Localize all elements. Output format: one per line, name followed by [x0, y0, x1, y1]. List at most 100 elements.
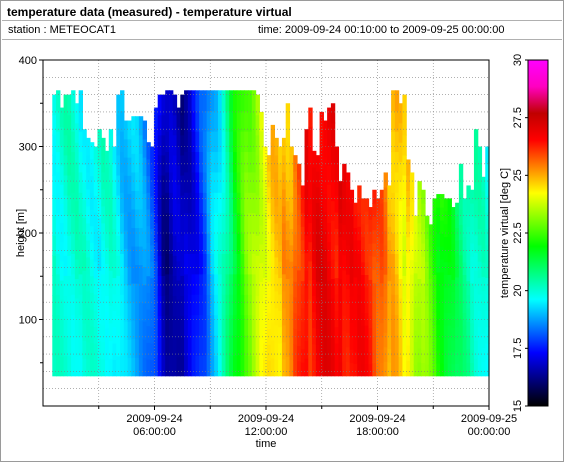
heatmap-cell	[236, 253, 242, 275]
heatmap-cell	[229, 90, 234, 112]
heatmap-cell	[470, 335, 475, 350]
heatmap-cell	[236, 110, 242, 132]
heatmap-cell	[184, 171, 189, 193]
heatmap-cell	[323, 302, 328, 322]
heatmap-cell	[300, 266, 306, 282]
heatmap-cell	[142, 302, 148, 322]
heatmap-cell	[116, 174, 121, 196]
heatmap-cell	[105, 182, 110, 200]
heatmap-cell	[432, 249, 437, 263]
heatmap-cell	[432, 312, 437, 326]
heatmap-cell	[297, 345, 302, 362]
heatmap-cell	[477, 277, 483, 295]
heatmap-cell	[153, 203, 159, 224]
heatmap-cell	[409, 361, 415, 377]
heatmap-cell	[368, 207, 373, 220]
heatmap-cell	[93, 277, 99, 295]
heatmap-cell	[300, 226, 306, 241]
heatmap-cell	[63, 215, 68, 236]
heatmap-cell	[86, 222, 91, 241]
heatmap-cell	[248, 171, 253, 193]
heatmap-cell	[233, 233, 238, 254]
heatmap-cell	[417, 306, 422, 321]
heatmap-cell	[105, 199, 110, 216]
heatmap-cell	[413, 364, 419, 377]
heatmap-cell	[443, 312, 449, 326]
heatmap-cell	[206, 273, 212, 295]
heatmap-cell	[278, 277, 283, 295]
heatmap-cell	[233, 355, 238, 377]
heatmap-cell	[293, 186, 298, 204]
heatmap-cell	[383, 186, 388, 203]
heatmap-cell	[161, 275, 166, 296]
heatmap-cell	[304, 217, 309, 236]
heatmap-cell	[263, 244, 268, 262]
heatmap-cell	[406, 313, 411, 330]
heatmap-cell	[376, 211, 381, 225]
heatmap-cell	[349, 335, 355, 350]
heatmap-cell	[470, 203, 475, 217]
heatmap-cell	[421, 216, 426, 231]
heatmap-cell	[176, 203, 181, 224]
heatmap-cell	[466, 253, 471, 268]
heatmap-cell	[293, 155, 298, 172]
heatmap-cell	[214, 253, 219, 275]
heatmap-cell	[131, 208, 136, 229]
heatmap-cell	[233, 131, 238, 153]
heatmap-cell	[56, 233, 61, 254]
heatmap-cell	[477, 244, 483, 262]
heatmap-cell	[455, 351, 460, 364]
heatmap-cell	[327, 126, 332, 147]
heatmap-cell	[481, 318, 486, 334]
heatmap-cell	[199, 110, 204, 132]
heatmap-cell	[481, 190, 486, 206]
heatmap-cell	[89, 275, 95, 293]
heatmap-cell	[165, 273, 170, 295]
heatmap-cell	[112, 195, 117, 213]
heatmap-cell	[312, 247, 317, 264]
heatmap-cell	[447, 223, 452, 237]
heatmap-cell	[120, 171, 125, 193]
heatmap-cell	[323, 229, 328, 249]
heatmap-cell	[259, 356, 264, 377]
heatmap-cell	[327, 260, 332, 281]
y-tick-label: 400	[19, 55, 37, 67]
heatmap-cell	[225, 273, 230, 295]
heatmap-cell	[308, 356, 313, 377]
heatmap-cell	[391, 212, 396, 234]
heatmap-cell	[89, 175, 95, 193]
heatmap-cell	[82, 322, 87, 342]
heatmap-cell	[127, 357, 132, 377]
heatmap-cell	[361, 261, 366, 275]
heatmap-cell	[244, 212, 249, 234]
heatmap-cell	[191, 233, 196, 254]
heatmap-cell	[206, 253, 212, 275]
heatmap-cell	[353, 252, 358, 266]
heatmap-cell	[376, 223, 381, 237]
heatmap-cell	[112, 146, 117, 164]
colorbar	[527, 59, 549, 407]
heatmap-cell	[270, 178, 276, 198]
heatmap-cell	[184, 253, 189, 275]
heatmap-cell	[172, 134, 178, 156]
heatmap-cell	[432, 325, 437, 339]
heatmap-cell	[342, 178, 347, 195]
heatmap-cell	[105, 150, 110, 168]
heatmap-cell	[327, 203, 332, 224]
heatmap-cell	[240, 253, 245, 275]
heatmap-cell	[300, 321, 306, 336]
heatmap-cell	[409, 201, 415, 217]
heatmap-cell	[225, 334, 230, 356]
heatmap-cell	[281, 154, 287, 173]
heatmap-cell	[481, 333, 486, 348]
heatmap-cell	[89, 292, 95, 310]
heatmap-cell	[338, 347, 343, 363]
heatmap-cell	[210, 110, 215, 132]
heatmap-cell	[447, 350, 452, 364]
heatmap-cell	[89, 208, 95, 227]
heatmap-cell	[293, 249, 298, 267]
colorbar-tick-label: 30	[512, 54, 524, 66]
heatmap-cell	[236, 233, 242, 254]
heatmap-cell	[63, 355, 68, 377]
